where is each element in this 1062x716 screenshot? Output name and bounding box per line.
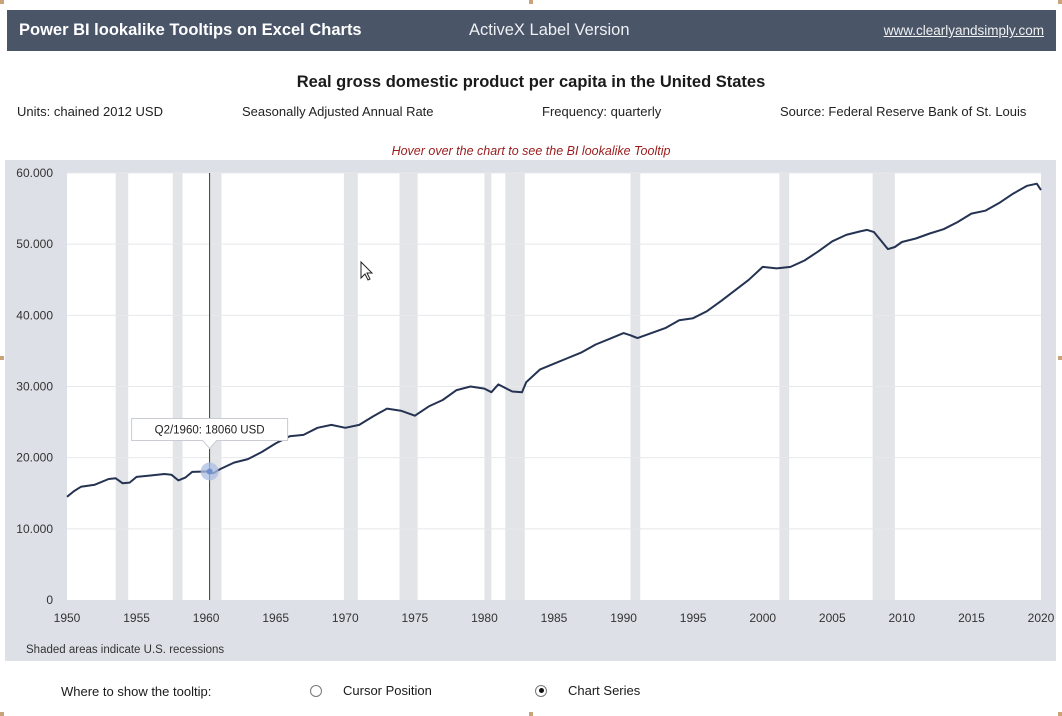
x-tick-label: 1980 bbox=[471, 611, 498, 625]
resize-handle bbox=[1058, 712, 1062, 716]
chart-title: Real gross domestic product per capita i… bbox=[296, 73, 766, 91]
resize-handle bbox=[0, 0, 4, 4]
x-tick-label: 2000 bbox=[749, 611, 776, 625]
x-tick-label: 2010 bbox=[889, 611, 916, 625]
x-tick-label: 1960 bbox=[193, 611, 220, 625]
radio-dot-icon bbox=[538, 688, 544, 693]
x-tick-label: 1990 bbox=[610, 611, 637, 625]
y-tick-label: 60.000 bbox=[16, 166, 53, 180]
tooltip-label: Q2/1960: 18060 USD bbox=[155, 424, 265, 436]
x-tick-label: 1975 bbox=[402, 611, 429, 625]
x-tick-label: 1955 bbox=[123, 611, 150, 625]
app-title: Power BI lookalike Tooltips on Excel Cha… bbox=[19, 21, 362, 39]
adjustment-label: Seasonally Adjusted Annual Rate bbox=[242, 104, 434, 119]
radio-circle-icon bbox=[535, 684, 547, 697]
website-link[interactable]: www.clearlyandsimply.com bbox=[883, 23, 1044, 38]
units-label: Units: chained 2012 USD bbox=[17, 104, 163, 119]
radio-cursor-position[interactable]: Cursor Position bbox=[310, 683, 432, 698]
gdp-line-chart[interactable]: 0 10.000 20.000 30.000 40.000 50.000 60.000 195… bbox=[5, 160, 1056, 661]
y-tick-label: 40.000 bbox=[16, 308, 53, 322]
chart-area[interactable]: 0 10.000 20.000 30.000 40.000 50.000 60.000 195… bbox=[5, 160, 1056, 661]
resize-handle bbox=[1058, 356, 1062, 360]
y-tick-label: 20.000 bbox=[16, 451, 53, 465]
resize-handle bbox=[0, 356, 4, 360]
x-tick-label: 1965 bbox=[262, 611, 289, 625]
x-tick-label: 2020 bbox=[1028, 611, 1055, 625]
tooltip-options-label: Where to show the tooltip: bbox=[61, 684, 212, 699]
hover-hint: Hover over the chart to see the BI looka… bbox=[391, 144, 671, 158]
header-bar: Power BI lookalike Tooltips on Excel Cha… bbox=[7, 10, 1056, 51]
frequency-label: Frequency: quarterly bbox=[542, 104, 662, 119]
radio-circle-icon bbox=[310, 684, 322, 697]
radio-chart-series[interactable]: Chart Series bbox=[535, 683, 640, 698]
x-tick-label: 1995 bbox=[680, 611, 707, 625]
resize-handle bbox=[1058, 0, 1062, 4]
gdp-series-line[interactable] bbox=[66, 182, 1042, 498]
tooltip-options: Where to show the tooltip: Cursor Positi… bbox=[0, 683, 1062, 703]
x-tick-label: 1970 bbox=[332, 611, 359, 625]
x-tick-label: 1985 bbox=[541, 611, 568, 625]
resize-handle bbox=[0, 712, 4, 716]
radio-label-chart-series: Chart Series bbox=[568, 683, 641, 698]
y-tick-label: 0 bbox=[46, 593, 53, 607]
version-label: ActiveX Label Version bbox=[469, 21, 630, 39]
y-tick-label: 30.000 bbox=[16, 380, 53, 394]
recession-footnote: Shaded areas indicate U.S. recessions bbox=[26, 644, 225, 656]
x-tick-label: 2015 bbox=[958, 611, 985, 625]
y-tick-label: 50.000 bbox=[16, 237, 53, 251]
y-tick-label: 10.000 bbox=[16, 522, 53, 536]
tooltip-box bbox=[131, 417, 289, 450]
radio-label-cursor-position: Cursor Position bbox=[343, 683, 432, 698]
x-tick-label: 2005 bbox=[819, 611, 846, 625]
x-tick-label: 1950 bbox=[54, 611, 81, 625]
mouse-cursor-icon bbox=[360, 260, 374, 281]
source-label: Source: Federal Reserve Bank of St. Loui… bbox=[780, 104, 1027, 119]
resize-handle bbox=[529, 0, 533, 4]
tooltip-point bbox=[206, 468, 213, 475]
resize-handle bbox=[529, 712, 533, 716]
